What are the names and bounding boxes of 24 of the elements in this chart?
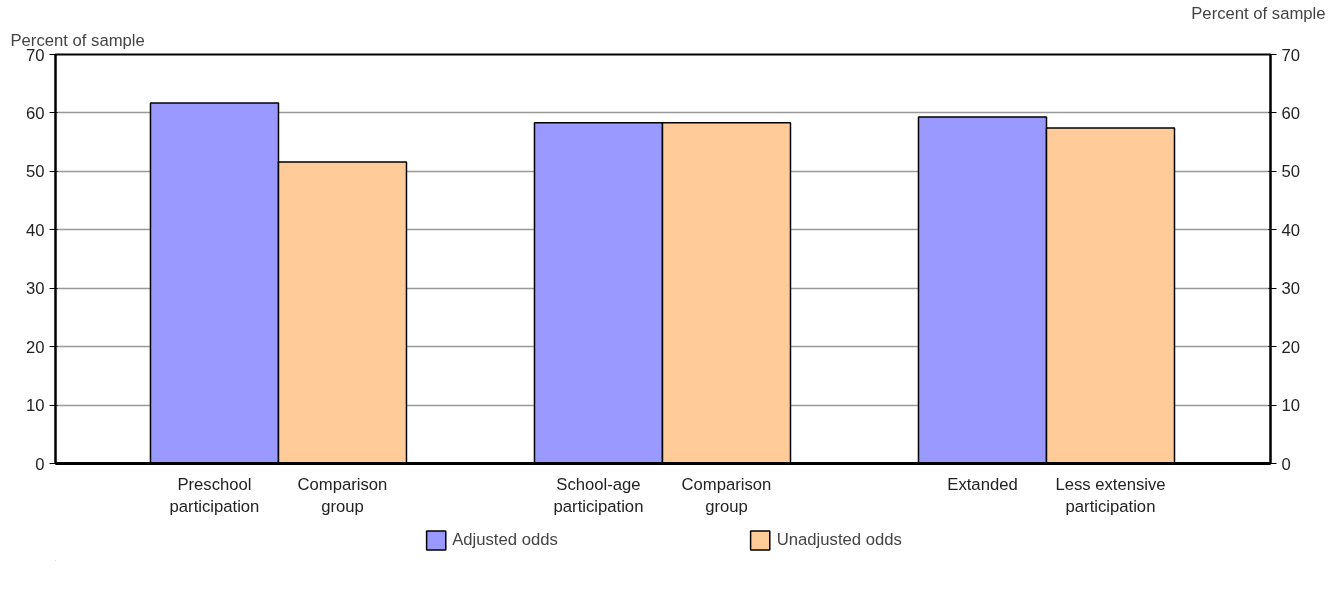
y2-axis-title: Percent of sample bbox=[1191, 3, 1326, 23]
x-tick-label: Comparison group bbox=[681, 474, 772, 517]
y2-tick-label: 60 bbox=[1281, 103, 1301, 123]
y2-tick-label: 50 bbox=[1281, 162, 1301, 182]
x-tick-label: Preschool participation bbox=[169, 474, 260, 517]
y2-tick-label: 10 bbox=[1281, 396, 1301, 416]
x-tick-label: Less extensive participation bbox=[1055, 474, 1166, 517]
y-tick-label: 40 bbox=[25, 220, 45, 240]
y-tick-label: 60 bbox=[25, 103, 45, 123]
y-tick-label: 30 bbox=[25, 279, 45, 299]
y2-tick-label: 0 bbox=[1281, 454, 1291, 474]
y2-tick-label: 40 bbox=[1281, 220, 1301, 240]
legend-label: Unadjusted odds bbox=[776, 530, 902, 550]
y-tick-label: 0 bbox=[35, 454, 45, 474]
legend-label: Adjusted odds bbox=[452, 530, 558, 550]
y2-tick-label: 20 bbox=[1281, 337, 1301, 357]
y2-tick-label: 70 bbox=[1281, 45, 1301, 65]
x-tick-label: Extanded bbox=[947, 474, 1018, 494]
y-tick-label: 50 bbox=[25, 162, 45, 182]
x-tick-label: Comparison group bbox=[297, 474, 388, 517]
y-tick-label: 10 bbox=[25, 396, 45, 416]
y2-tick-label: 30 bbox=[1281, 279, 1301, 299]
x-tick-label: School-age participation bbox=[553, 474, 644, 517]
y-tick-label: 20 bbox=[25, 337, 45, 357]
